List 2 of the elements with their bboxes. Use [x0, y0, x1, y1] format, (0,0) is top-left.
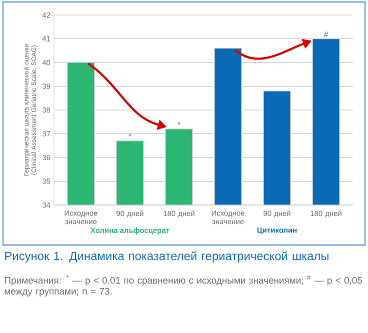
- text: Примечания: $^{*}$ — p < 0,01 по сравнению с исходными значениями; $^{#}$ — p < 0,05 между группами; n = 73.: [4, 275, 362, 296]
- text: Рисунок 1. Динамика показателей гериатрической шкалы: [5, 251, 328, 263]
